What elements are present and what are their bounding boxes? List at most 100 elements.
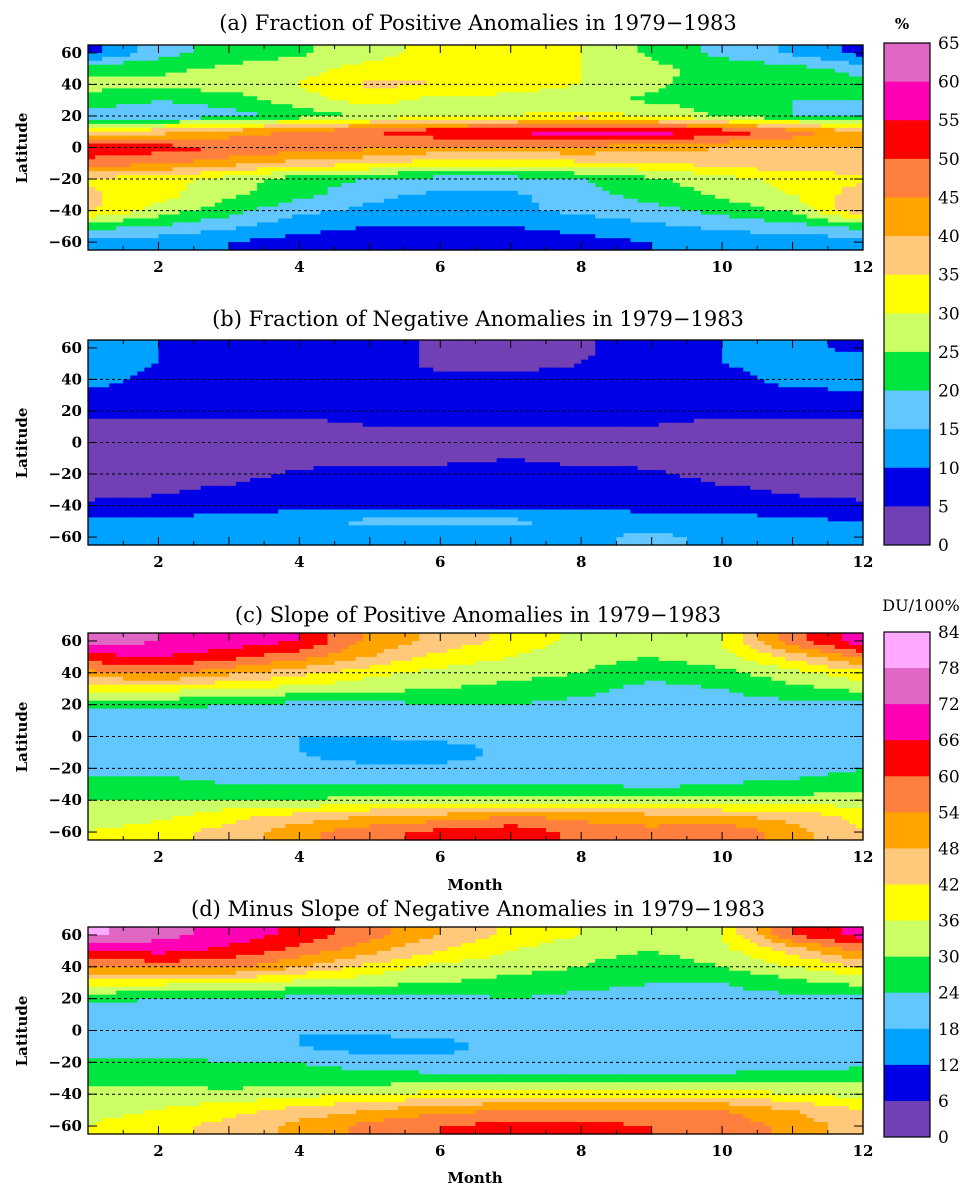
heat-cell	[454, 84, 463, 89]
heat-cell	[299, 76, 308, 82]
heat-cell	[644, 175, 653, 180]
heat-cell	[102, 171, 110, 176]
heat-cell	[306, 147, 315, 153]
heat-cell	[630, 202, 639, 208]
heat-cell	[123, 143, 131, 149]
heat-cell	[658, 139, 667, 145]
heat-cell	[553, 115, 561, 121]
heat-cell	[609, 155, 618, 160]
heat-cell	[264, 45, 272, 50]
heat-cell	[250, 190, 258, 196]
heat-cell	[785, 45, 794, 50]
heat-cell	[637, 214, 646, 220]
heat-cell	[517, 182, 526, 188]
heat-cell	[778, 60, 787, 66]
heat-cell	[686, 163, 695, 168]
heat-cell	[700, 115, 709, 121]
heat-cell	[729, 60, 737, 66]
heat-cell	[468, 115, 477, 121]
heat-cell	[362, 127, 371, 133]
heat-cell	[475, 96, 484, 101]
heat-cell	[693, 84, 702, 89]
heat-cell	[834, 104, 843, 109]
heat-cell	[405, 182, 413, 188]
heat-cell	[475, 159, 484, 164]
heat-cell	[271, 206, 279, 212]
heat-cell	[426, 96, 434, 101]
heat-cell	[665, 92, 674, 97]
heat-cell	[813, 56, 822, 62]
heat-cell	[630, 45, 639, 50]
heat-cell	[299, 127, 308, 133]
heat-cell	[362, 64, 371, 70]
heat-cell	[355, 135, 364, 141]
heat-cell	[95, 96, 103, 101]
heat-cell	[313, 119, 322, 125]
heat-cell	[778, 115, 787, 121]
heat-cell	[271, 115, 279, 121]
heat-cell	[285, 159, 293, 164]
heat-cell	[172, 210, 181, 216]
heat-cell	[299, 131, 308, 137]
heat-cell	[440, 104, 448, 109]
heat-cell	[461, 123, 470, 129]
heat-cell	[362, 72, 371, 78]
heat-cell	[637, 175, 646, 180]
heat-cell	[560, 52, 568, 58]
heat-cell	[700, 112, 709, 117]
heat-cell	[715, 147, 723, 153]
heat-cell	[820, 84, 829, 89]
heat-cell	[341, 119, 350, 125]
heat-cell	[447, 151, 455, 156]
heat-cell	[158, 56, 167, 62]
heat-cell	[193, 60, 202, 66]
heat-cell	[736, 151, 744, 156]
heat-cell	[461, 64, 470, 70]
heat-cell	[334, 108, 343, 113]
heat-cell	[686, 115, 695, 121]
heat-cell	[207, 206, 216, 212]
heat-cell	[708, 143, 716, 149]
heat-cell	[292, 112, 300, 117]
heat-cell	[235, 104, 244, 109]
heat-cell	[679, 198, 688, 204]
heat-cell	[489, 56, 498, 62]
heat-cell	[616, 198, 625, 204]
heat-cell	[574, 179, 582, 184]
heat-cell	[595, 100, 603, 105]
heat-cell	[778, 143, 787, 149]
heat-cell	[757, 167, 765, 172]
heat-cell	[806, 64, 815, 70]
heat-cell	[390, 84, 399, 89]
heat-cell	[144, 210, 153, 216]
heat-cell	[672, 155, 681, 160]
heat-cell	[778, 108, 787, 113]
heat-cell	[553, 186, 561, 192]
heat-cell	[88, 143, 96, 149]
heat-cell	[581, 210, 589, 216]
heat-cell	[708, 104, 716, 109]
heat-cell	[454, 131, 463, 137]
heat-cell	[102, 214, 110, 220]
heat-cell	[644, 72, 653, 78]
heat-cell	[651, 182, 660, 188]
heat-cell	[637, 84, 646, 89]
heat-cell	[834, 147, 843, 153]
heat-cell	[609, 163, 618, 168]
heat-cell	[264, 194, 272, 200]
heat-cell	[88, 147, 96, 153]
heat-cell	[327, 135, 336, 141]
heat-cell	[834, 115, 843, 121]
heat-cell	[553, 56, 561, 62]
heat-cell	[644, 190, 653, 196]
heat-cell	[228, 131, 237, 137]
heat-cell	[341, 147, 350, 153]
heat-cell	[186, 60, 195, 66]
heat-cell	[665, 60, 674, 66]
heat-cell	[588, 119, 596, 125]
heat-cell	[440, 151, 448, 156]
heat-cell	[729, 64, 737, 70]
heat-cell	[221, 76, 230, 82]
heat-cell	[200, 92, 209, 97]
heat-cell	[792, 210, 801, 216]
